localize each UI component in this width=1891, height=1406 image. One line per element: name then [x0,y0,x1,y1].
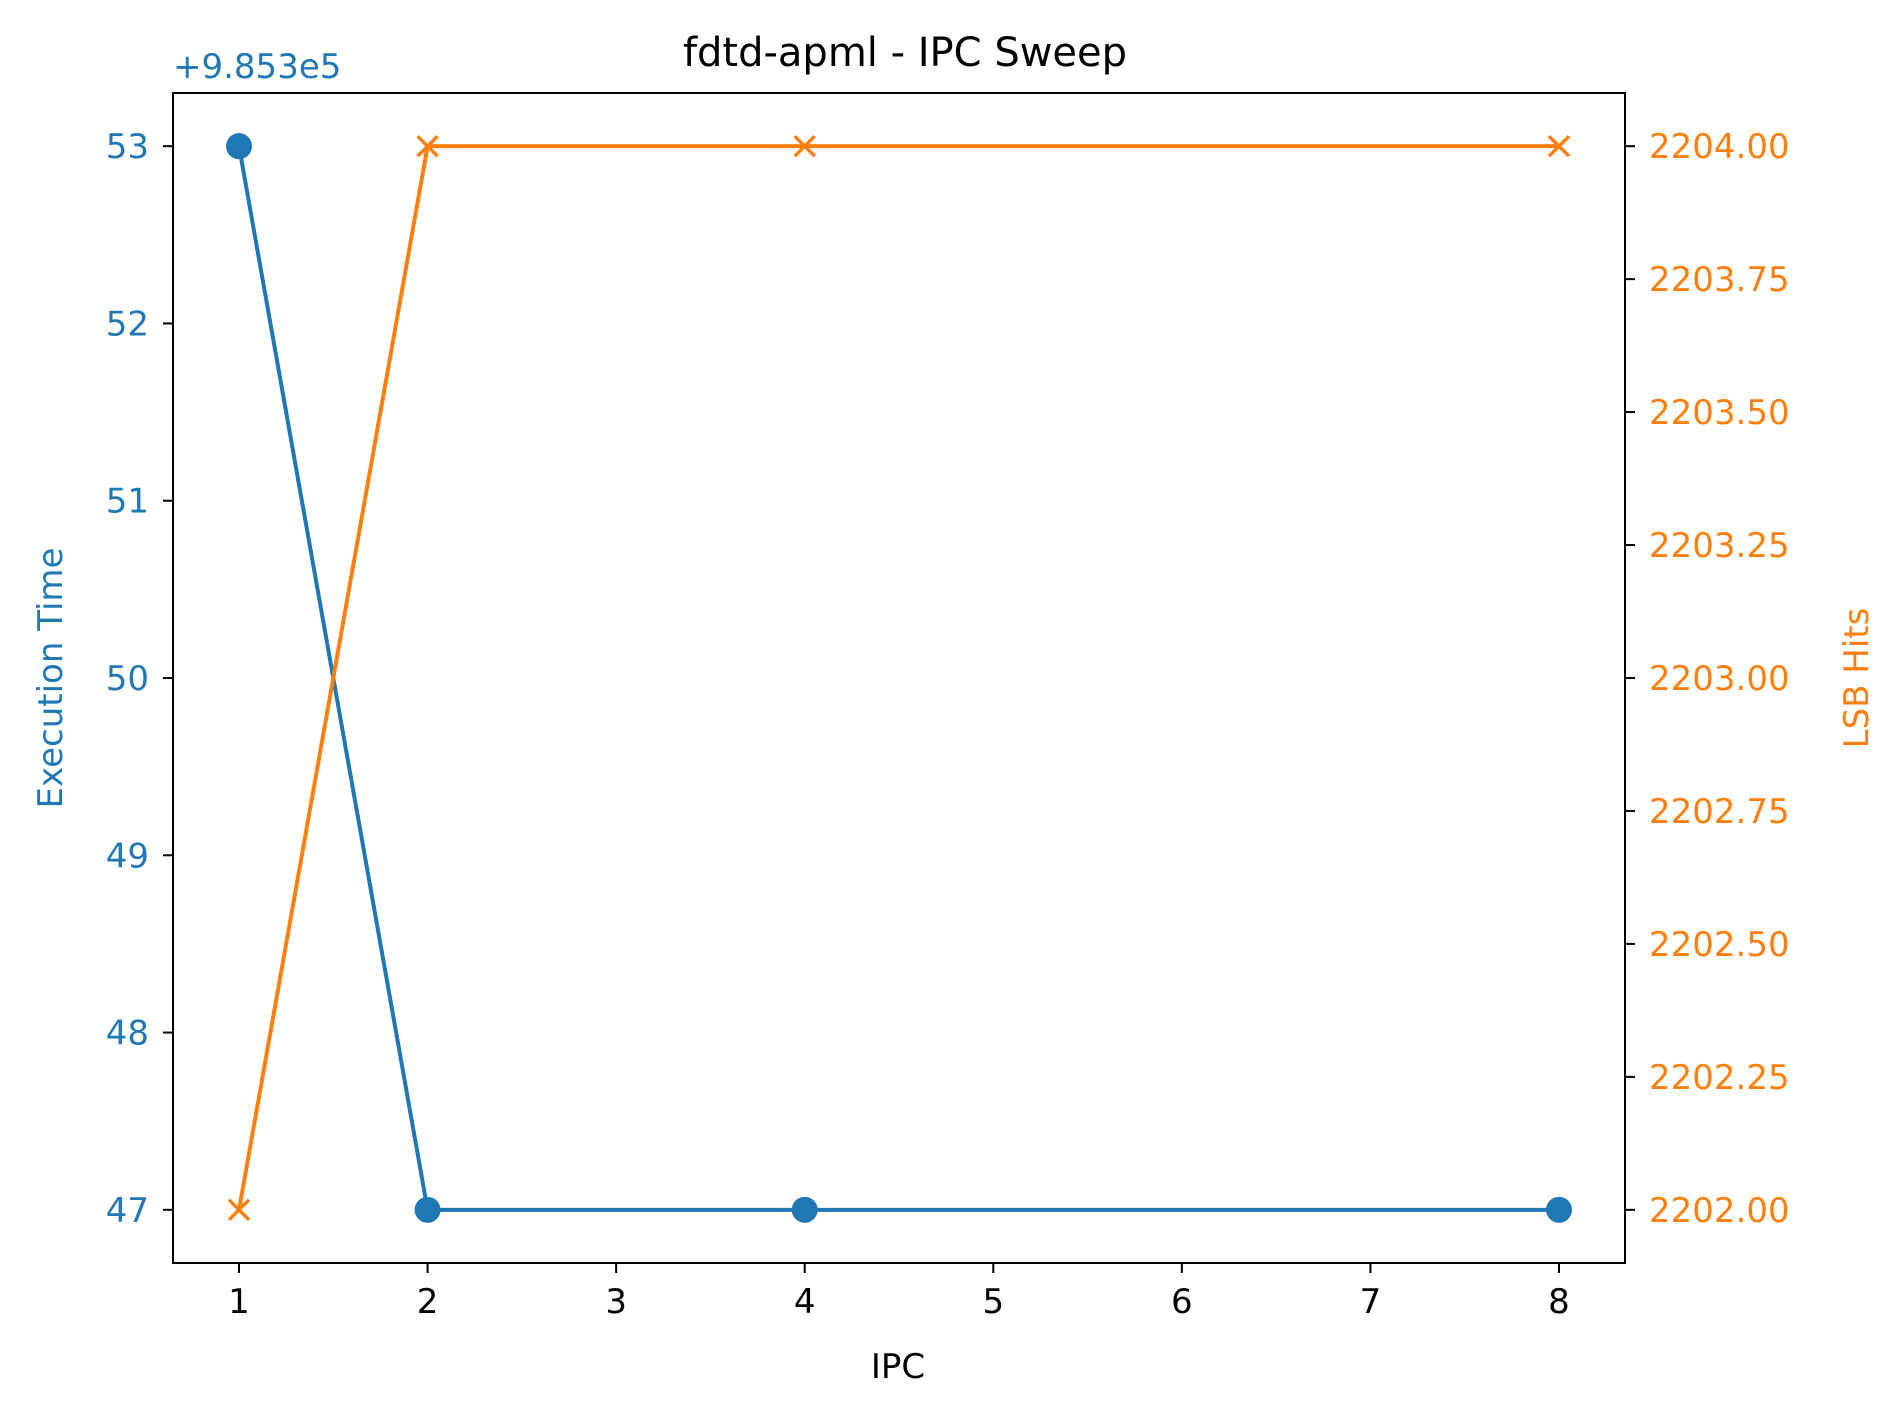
left-tick-label-6: 53 [106,127,149,167]
x-tick-label-1: 2 [417,1282,439,1322]
x-tick-label-3: 4 [794,1282,816,1322]
right-tick-label-4: 2203.00 [1649,659,1790,699]
right-tick-label-3: 2202.75 [1649,792,1790,832]
right-tick-label-1: 2202.25 [1649,1058,1790,1098]
x-axis: 1 2 3 4 5 6 7 8 [228,1263,1570,1322]
right-axis-label: LSB Hits [1837,608,1877,749]
right-y-axis: 2202.00 2202.25 2202.50 2202.75 2203.00 2203.… [1625,127,1790,1231]
x-tick-label-5: 6 [1171,1282,1193,1322]
left-axis-offset-text: +9.853e5 [173,47,341,87]
series-line-right [237,144,1559,1211]
point-left-2 [791,1196,818,1223]
plot-markers [226,133,1572,1223]
left-tick-label-0: 47 [106,1191,149,1231]
left-tick-label-1: 48 [106,1014,149,1054]
point-right-3 [1547,134,1571,158]
x-tick-label-6: 7 [1360,1282,1382,1322]
right-tick-label-6: 2203.50 [1649,393,1790,433]
right-tick-label-5: 2203.25 [1649,526,1790,566]
right-tick-label-7: 2203.75 [1649,260,1790,300]
x-axis-label: IPC [871,1347,925,1387]
plot-frame [172,92,1626,1264]
left-axis-label: Execution Time [31,548,71,809]
x-tick-label-0: 1 [228,1282,250,1322]
left-tick-label-4: 51 [106,482,149,522]
point-right-2 [793,134,816,158]
point-right-0 [227,1198,251,1222]
series-line-left [237,145,1559,1212]
x-tick-label-2: 3 [605,1282,627,1322]
left-y-axis: 47 48 49 50 51 52 53 [106,127,173,1231]
left-tick-label-3: 50 [106,659,149,699]
right-tick-label-0: 2202.00 [1649,1191,1790,1231]
left-tick-label-2: 49 [106,836,149,876]
chart-title: fdtd-apml - IPC Sweep [683,30,1127,76]
point-right-1 [416,134,439,158]
x-tick-label-7: 8 [1548,1282,1570,1322]
point-left-3 [1546,1196,1572,1223]
left-tick-label-5: 52 [106,304,149,344]
x-tick-label-4: 5 [982,1282,1004,1322]
right-tick-label-2: 2202.50 [1649,925,1790,965]
right-tick-label-8: 2204.00 [1649,127,1790,167]
point-left-1 [414,1196,441,1223]
plot-lines [237,144,1559,1212]
point-left-0 [226,133,252,160]
